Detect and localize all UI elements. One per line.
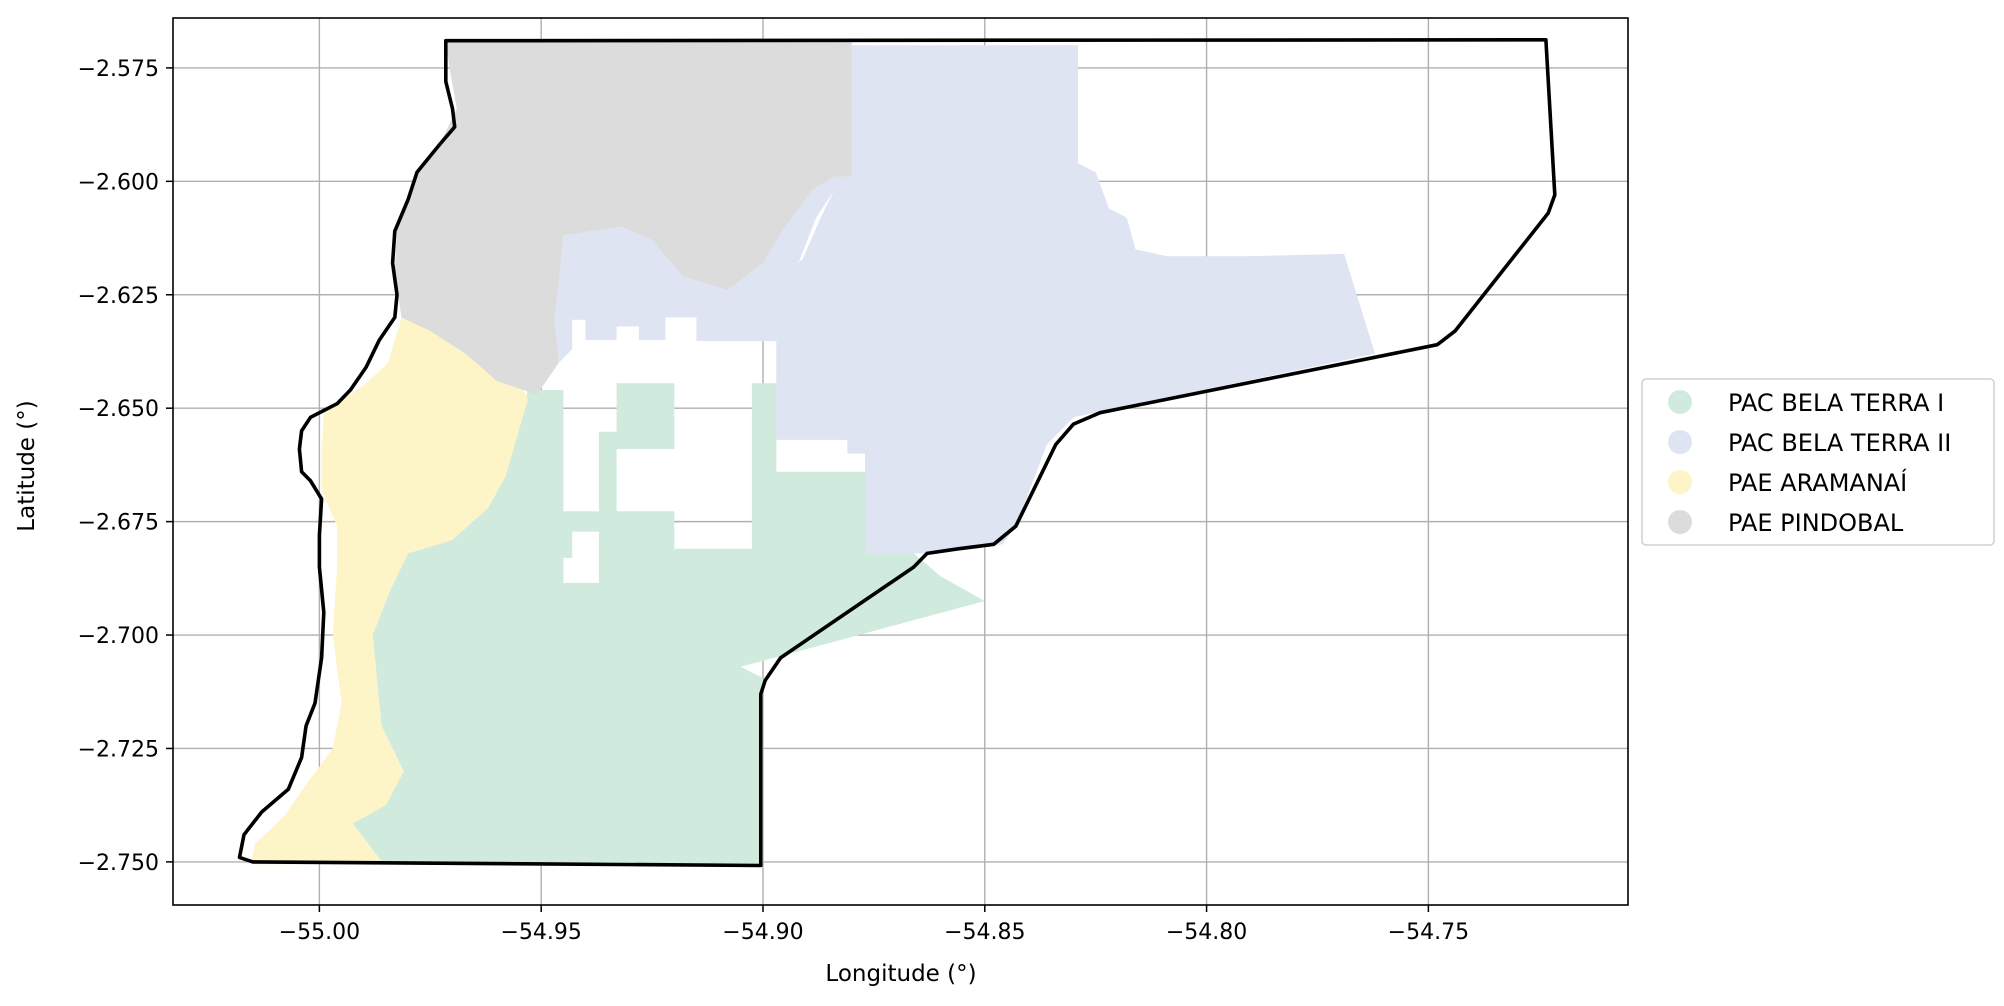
legend-marker-1 bbox=[1668, 430, 1692, 454]
x-tick-label-2: −54.90 bbox=[722, 920, 803, 945]
legend-label-0: PAC BELA TERRA I bbox=[1728, 389, 1944, 417]
legend-marker-3 bbox=[1668, 510, 1692, 534]
x-tick-label-1: −54.95 bbox=[500, 920, 581, 945]
y-tick-label-3: −2.650 bbox=[78, 397, 159, 422]
y-tick-label-1: −2.600 bbox=[78, 170, 159, 195]
y-axis-label: Latitude (°) bbox=[14, 400, 40, 531]
legend-label-1: PAC BELA TERRA II bbox=[1728, 429, 1951, 457]
y-tick-label-4: −2.675 bbox=[78, 511, 159, 536]
y-tick-label-6: −2.725 bbox=[78, 737, 159, 762]
y-tick-label-5: −2.700 bbox=[78, 624, 159, 649]
legend-label-3: PAE PINDOBAL bbox=[1728, 509, 1904, 537]
x-tick-label-4: −54.80 bbox=[1166, 920, 1247, 945]
y-tick-label-2: −2.625 bbox=[78, 284, 159, 309]
x-tick-label-3: −54.85 bbox=[944, 920, 1025, 945]
legend-label-2: PAE ARAMANAÍ bbox=[1728, 468, 1907, 497]
x-tick-label-0: −55.00 bbox=[279, 920, 360, 945]
y-tick-label-7: −2.750 bbox=[78, 851, 159, 876]
legend: PAC BELA TERRA I PAC BELA TERRA II PAE ARA… bbox=[1642, 379, 1994, 545]
legend-marker-0 bbox=[1668, 390, 1692, 414]
x-axis-label: Longitude (°) bbox=[825, 961, 976, 987]
y-tick-label-0: −2.575 bbox=[78, 57, 159, 82]
x-tick-label-5: −54.75 bbox=[1388, 920, 1469, 945]
legend-marker-2 bbox=[1668, 470, 1692, 494]
